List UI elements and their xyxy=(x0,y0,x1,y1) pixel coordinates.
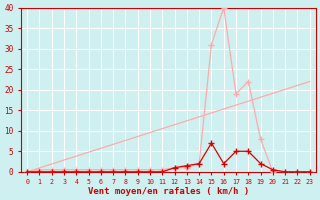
X-axis label: Vent moyen/en rafales ( km/h ): Vent moyen/en rafales ( km/h ) xyxy=(88,187,249,196)
